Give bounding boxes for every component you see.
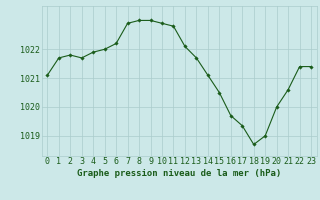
X-axis label: Graphe pression niveau de la mer (hPa): Graphe pression niveau de la mer (hPa) <box>77 169 281 178</box>
